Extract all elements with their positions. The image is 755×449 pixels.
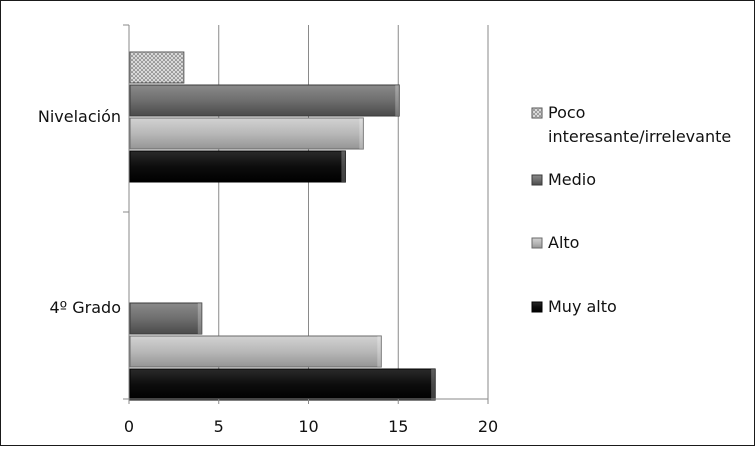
legend-label: Alto bbox=[548, 233, 579, 252]
legend-swatch bbox=[531, 107, 543, 119]
x-tick-label-15: 15 bbox=[388, 417, 408, 436]
category-labels: Nivelación 4º Grado bbox=[38, 107, 121, 317]
legend-item-poco-interesante-irrelevante: Poco interesante/irrelevante bbox=[531, 103, 731, 146]
bar-4-grado-medio bbox=[129, 302, 203, 335]
bar-4-grado-muy-alto bbox=[129, 368, 436, 401]
bar-bevel bbox=[341, 151, 346, 182]
category-label-4-grado: 4º Grado bbox=[49, 298, 121, 317]
bar-bevel bbox=[377, 336, 382, 367]
legend-label: Medio bbox=[548, 170, 596, 189]
category-label-nivelacion: Nivelación bbox=[38, 107, 121, 126]
x-tick-label-0: 0 bbox=[124, 417, 134, 436]
legend-swatch bbox=[531, 174, 543, 186]
x-tick-label-10: 10 bbox=[298, 417, 318, 436]
bar-bevel bbox=[197, 303, 202, 334]
x-tick-labels: 0 5 10 15 20 bbox=[124, 417, 498, 436]
bar-bevel bbox=[395, 85, 400, 116]
bar-nivelacion-alto bbox=[129, 117, 364, 150]
legend-label: Muy alto bbox=[548, 297, 617, 316]
bars bbox=[129, 51, 436, 401]
axes bbox=[123, 24, 489, 404]
bar-bevel bbox=[431, 369, 436, 400]
legend: Poco interesante/irrelevante Medio Alto Muy … bbox=[531, 103, 731, 316]
bar-4-grado-alto bbox=[129, 335, 382, 368]
x-tick-label-20: 20 bbox=[478, 417, 498, 436]
legend-label: Poco bbox=[548, 103, 585, 122]
legend-swatch bbox=[531, 301, 543, 313]
bar-nivelacion-poco-interesante-irrelevante bbox=[129, 51, 185, 84]
legend-label: interesante/irrelevante bbox=[548, 127, 731, 146]
bar-nivelacion-medio bbox=[129, 84, 400, 117]
legend-swatch bbox=[531, 237, 543, 249]
legend-item-muy-alto: Muy alto bbox=[531, 297, 617, 316]
legend-item-medio: Medio bbox=[531, 170, 596, 189]
bar-nivelacion-muy-alto bbox=[129, 150, 346, 183]
legend-item-alto: Alto bbox=[531, 233, 579, 252]
bar-bevel bbox=[359, 118, 364, 149]
x-tick-label-5: 5 bbox=[214, 417, 224, 436]
